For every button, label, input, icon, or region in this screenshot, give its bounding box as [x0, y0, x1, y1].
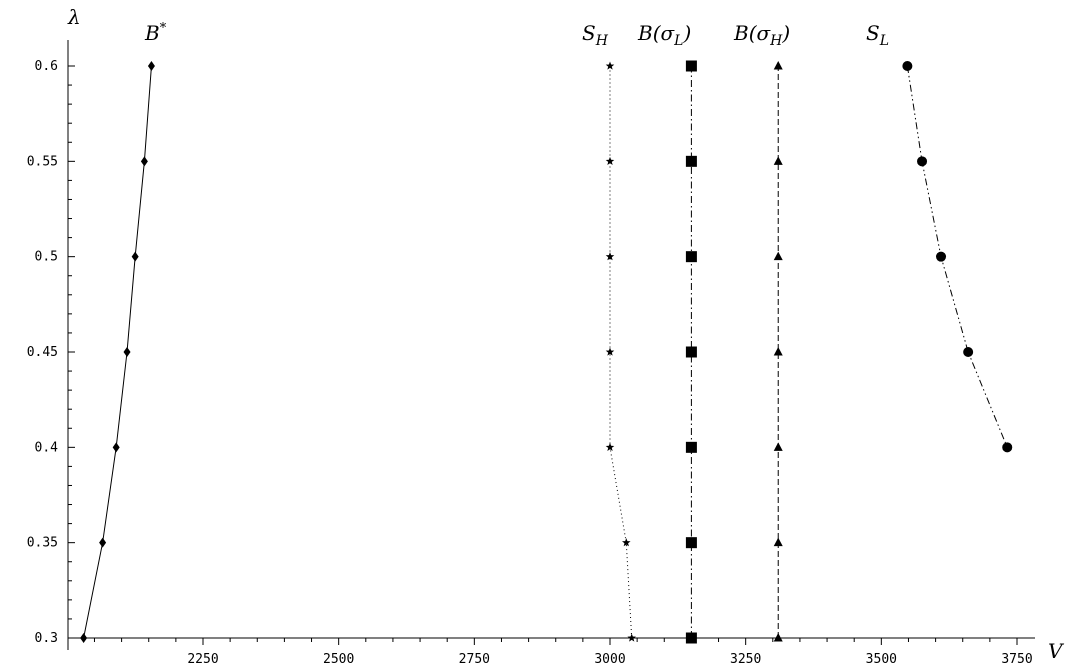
square-marker [685, 537, 697, 549]
y-tick-label: 0.3 [35, 631, 58, 646]
circle-marker [917, 156, 928, 167]
x-tick-label: 3750 [1001, 652, 1032, 667]
y-tick-label: 0.35 [27, 536, 58, 551]
series-layer [80, 60, 1013, 644]
y-tick-label: 0.5 [35, 250, 58, 265]
circle-marker [936, 251, 947, 262]
diamond-marker [147, 61, 155, 71]
diamond-marker [99, 537, 107, 548]
series-diamond [80, 61, 155, 643]
series-label: B(σH) [733, 21, 790, 49]
x-tick-label: 2250 [187, 652, 218, 667]
star-marker [605, 347, 615, 356]
y-tick-label: 0.45 [27, 345, 58, 360]
triangle-marker [773, 61, 783, 70]
circle-marker [963, 347, 974, 357]
series-label: B* [144, 21, 167, 45]
x-tick-label: 3000 [594, 652, 625, 667]
star-marker [605, 156, 615, 165]
series-triangle [773, 61, 783, 642]
series-label: SH [582, 21, 609, 49]
y-tick-label: 0.4 [35, 440, 59, 455]
square-marker [685, 441, 697, 453]
circle-marker [902, 61, 913, 71]
star-marker [622, 538, 631, 547]
triangle-marker [773, 442, 783, 451]
square-marker [685, 346, 697, 358]
star-marker [605, 61, 615, 70]
triangle-marker [773, 633, 783, 642]
circle-marker [1002, 442, 1013, 453]
square-marker [685, 60, 697, 72]
diamond-marker [80, 633, 88, 643]
x-tick-label: 3250 [730, 652, 761, 667]
series-line [609, 66, 633, 639]
diamond-marker [123, 347, 131, 357]
x-tick-label: 2500 [323, 652, 354, 667]
x-tick-label: 3500 [866, 652, 897, 667]
star-marker [605, 442, 615, 451]
y-tick-label: 0.55 [27, 154, 58, 169]
y-tick-label: 0.6 [35, 59, 58, 74]
triangle-marker [773, 537, 783, 547]
square-marker [685, 632, 697, 644]
series-line [906, 65, 1008, 448]
series-star [605, 61, 636, 642]
series-line [83, 65, 152, 639]
y-axis-label: λ [67, 5, 81, 29]
diamond-marker [112, 442, 120, 453]
triangle-marker [773, 251, 783, 261]
series-label: SL [866, 21, 889, 49]
series-circle [902, 61, 1013, 453]
x-tick-label: 2750 [459, 652, 490, 667]
x-axis-label: V [1048, 639, 1065, 663]
diamond-marker [131, 251, 139, 262]
labels-layer: B* SH B(σL) B(σH) SL [144, 21, 889, 49]
axes: 2250 2500 2750 3000 3250 3500 3750 0.3 0.35 0.4 0.… [27, 5, 1065, 667]
square-marker [685, 251, 697, 263]
star-marker [605, 252, 615, 261]
star-marker [627, 633, 636, 642]
triangle-marker [773, 347, 783, 356]
diamond-marker [140, 156, 148, 167]
triangle-marker [773, 156, 783, 165]
square-marker [685, 155, 697, 167]
series-label: B(σL) [637, 21, 691, 49]
series-square [685, 60, 697, 644]
